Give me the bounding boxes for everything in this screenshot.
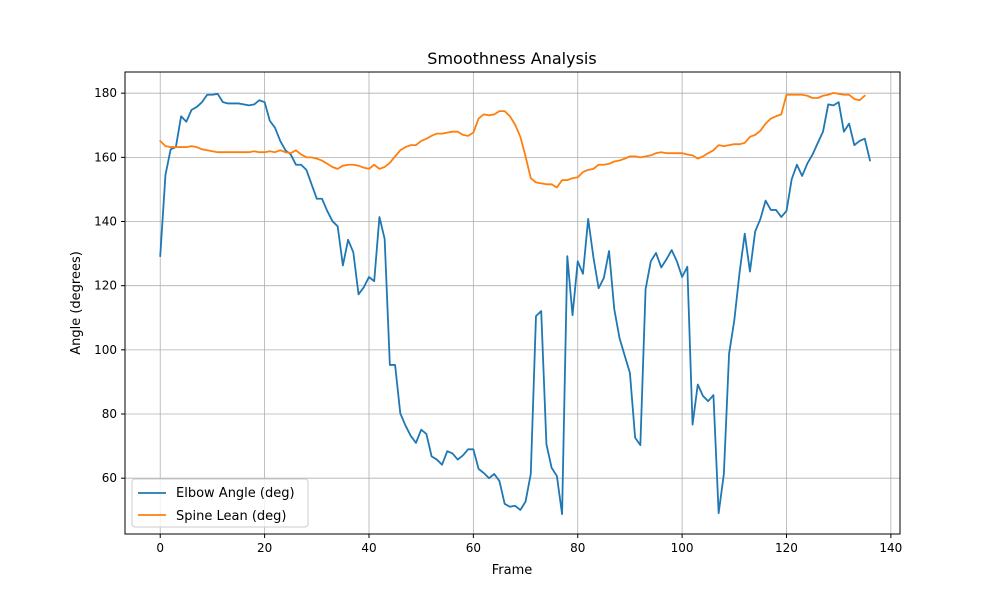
legend-label-spine: Spine Lean (deg) bbox=[176, 509, 286, 524]
y-axis-label: Angle (degrees) bbox=[69, 251, 84, 355]
y-tick-label: 60 bbox=[102, 471, 117, 485]
x-ticks: 0 20 40 60 80 100 120 140 bbox=[156, 534, 902, 555]
x-tick-label: 120 bbox=[775, 541, 798, 555]
legend: Elbow Angle (deg) Spine Lean (deg) bbox=[131, 478, 309, 528]
y-tick-label: 160 bbox=[94, 150, 117, 164]
y-tick-label: 80 bbox=[102, 407, 117, 421]
y-tick-label: 100 bbox=[94, 343, 117, 357]
series-line-elbow-angle bbox=[159, 92, 871, 516]
series-line-spine-lean bbox=[159, 91, 866, 189]
legend-box bbox=[131, 478, 309, 528]
x-axis-label: Frame bbox=[492, 563, 533, 578]
plot-area-frame bbox=[124, 71, 901, 535]
y-tick-label: 120 bbox=[94, 279, 117, 293]
x-tick-label: 40 bbox=[361, 541, 376, 555]
x-tick-label: 20 bbox=[257, 541, 272, 555]
y-tick-label: 140 bbox=[94, 215, 117, 229]
y-tick-label: 180 bbox=[94, 86, 117, 100]
y-ticks: 60 80 100 120 140 160 180 bbox=[94, 86, 125, 485]
x-tick-label: 60 bbox=[466, 541, 481, 555]
chart-title: Smoothness Analysis bbox=[427, 49, 596, 68]
legend-label-elbow: Elbow Angle (deg) bbox=[176, 486, 295, 501]
x-tick-label: 100 bbox=[671, 541, 694, 555]
x-tick-label: 80 bbox=[570, 541, 585, 555]
x-tick-label: 0 bbox=[156, 541, 164, 555]
series-layer bbox=[159, 91, 871, 516]
x-tick-label: 140 bbox=[879, 541, 902, 555]
grid bbox=[125, 72, 900, 534]
